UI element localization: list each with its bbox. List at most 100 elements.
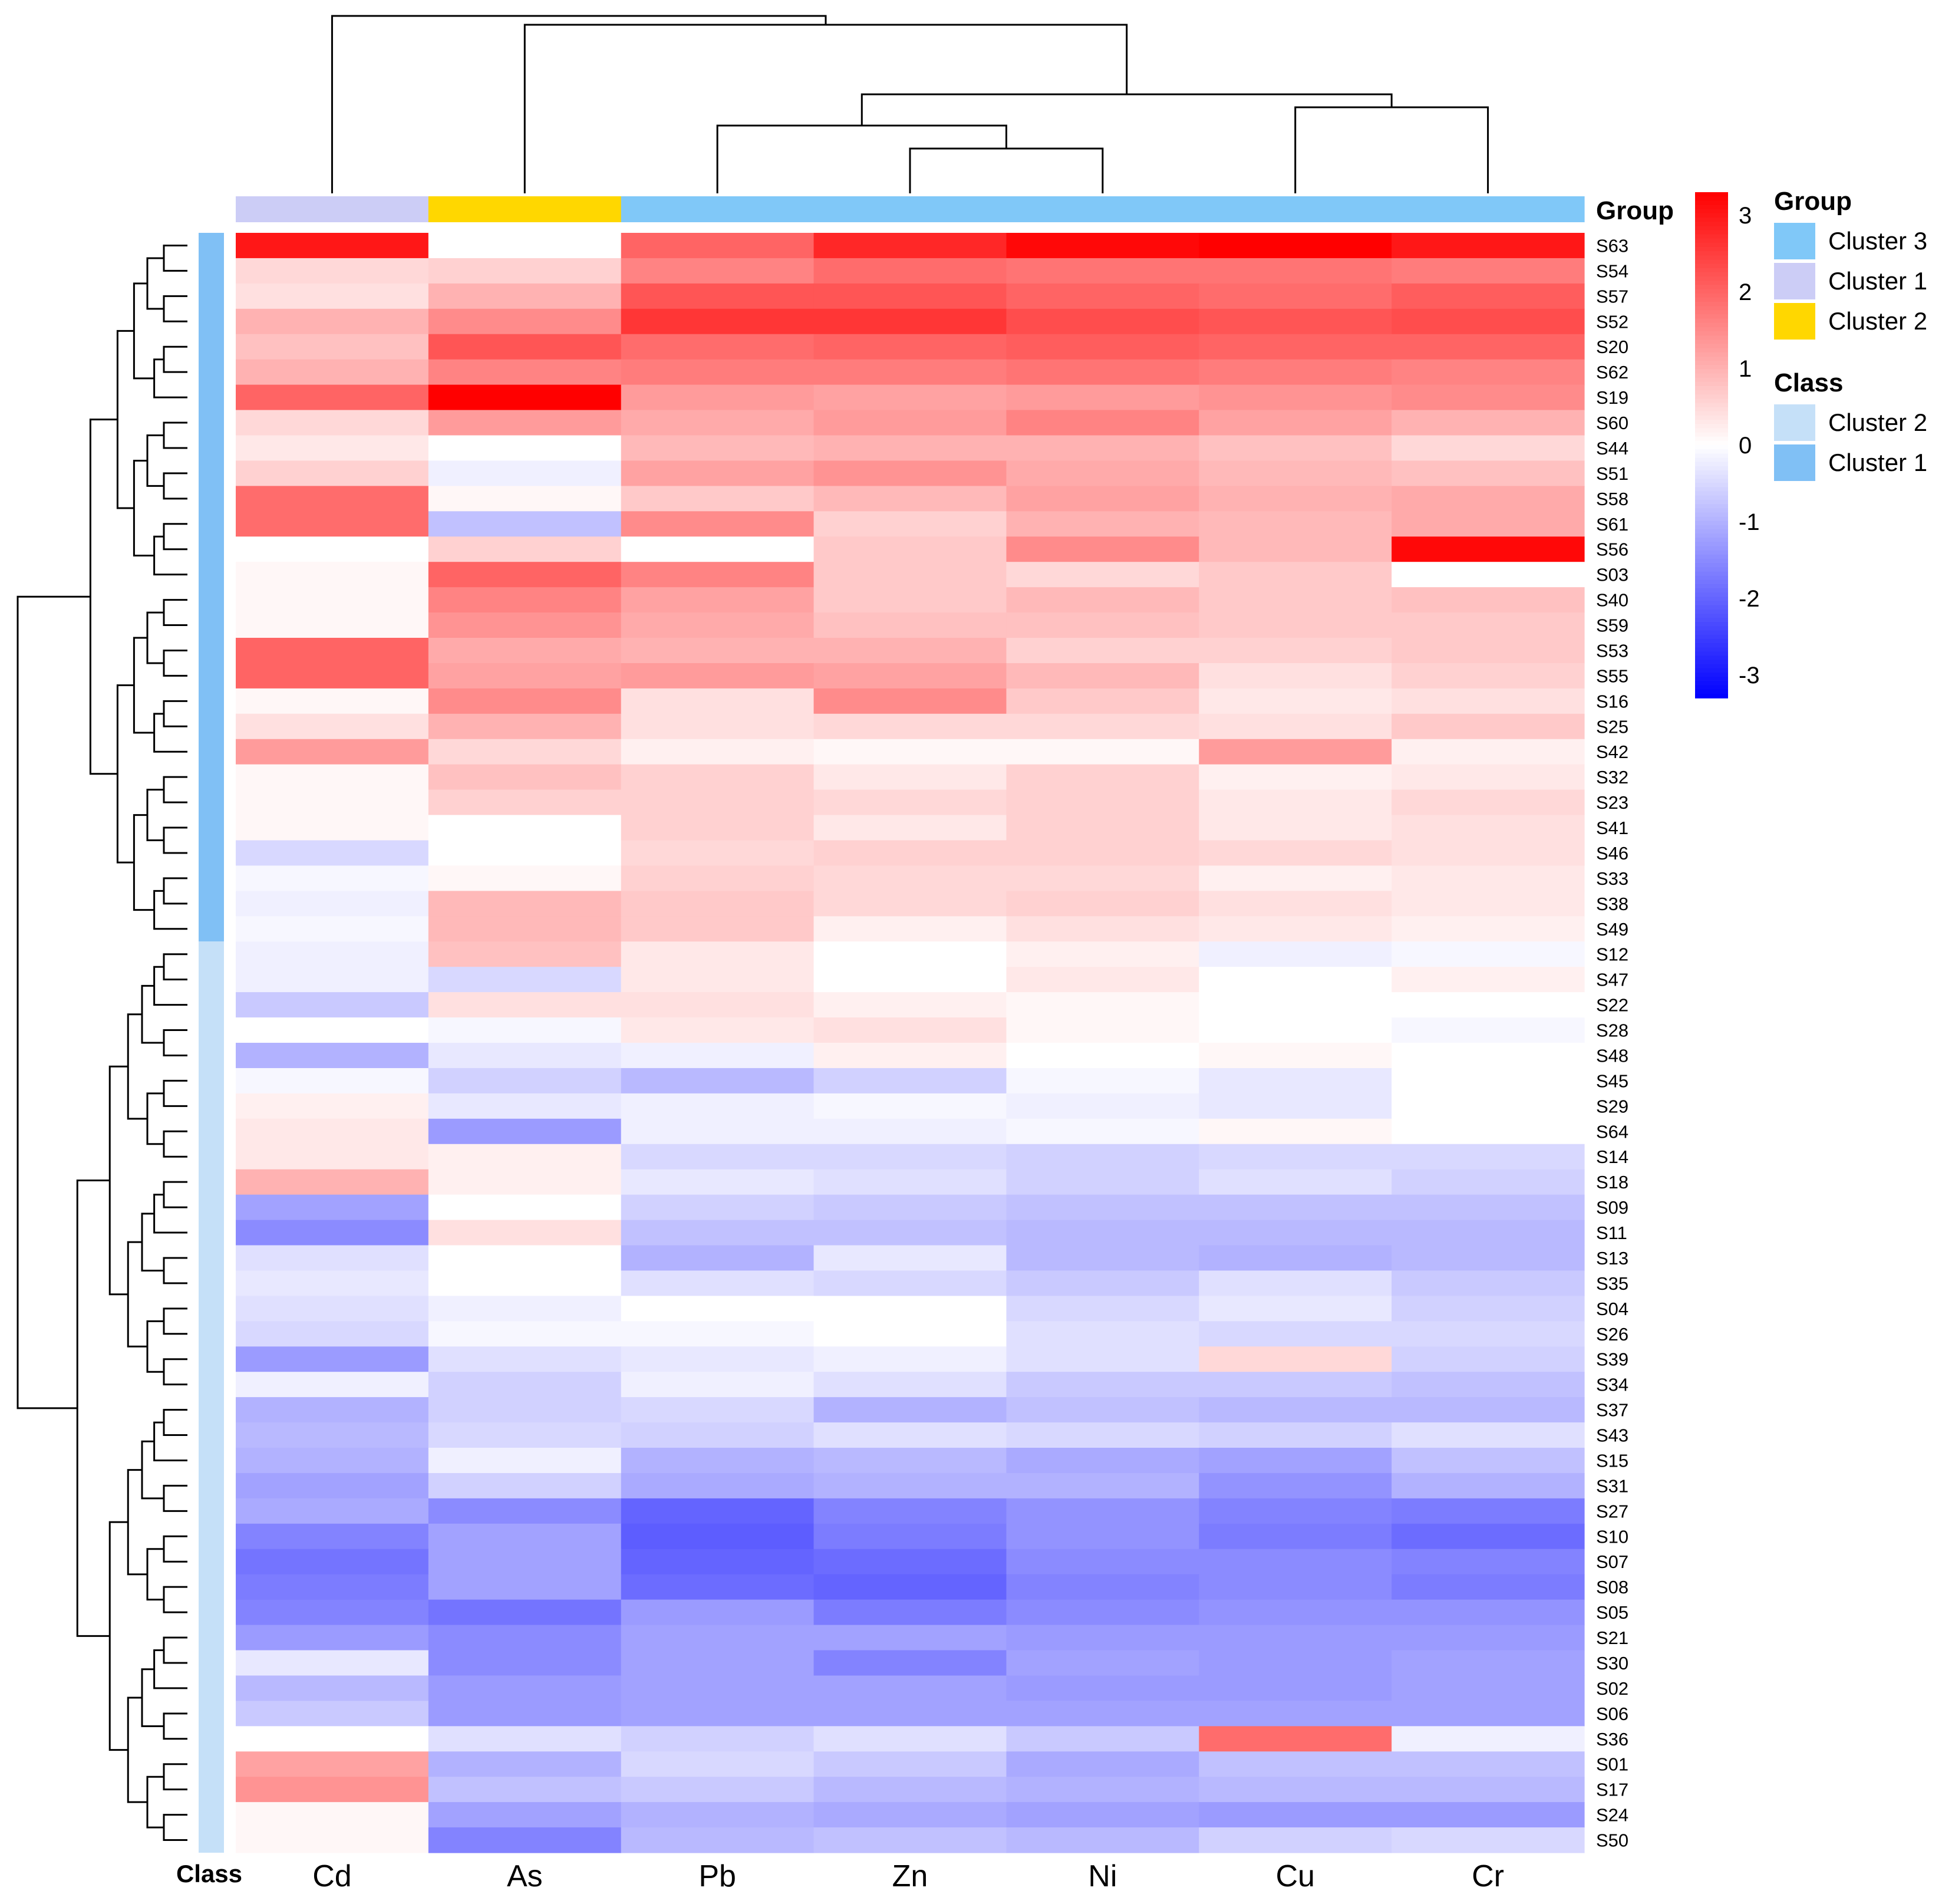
dendrogram-branch: [163, 599, 187, 627]
heatmap-cell: [1392, 865, 1585, 891]
heatmap-cell: [1199, 638, 1392, 664]
heatmap-cell: [428, 486, 622, 512]
colorbar-step: [1695, 373, 1728, 378]
heatmap-cell: [621, 916, 815, 942]
colorbar: 3 2 1 0 -1 -2 -3: [1695, 192, 1760, 699]
heatmap-cell: [813, 1827, 1007, 1853]
heatmap-cell: [236, 663, 429, 689]
class-annotation-bar: [199, 233, 224, 1853]
row-tick-label: S38: [1596, 894, 1628, 914]
heatmap-cell: [621, 258, 815, 284]
heatmap-cell: [1006, 1397, 1199, 1423]
heatmap-cell: [1006, 587, 1199, 613]
heatmap-cell: [621, 435, 815, 462]
colorbar-step: [1695, 542, 1728, 547]
heatmap-cell: [621, 1650, 815, 1676]
row-tick-label: S06: [1596, 1704, 1628, 1724]
colorbar-step: [1695, 424, 1728, 429]
heatmap-cell: [1006, 1245, 1199, 1271]
colorbar-tick-label: -3: [1739, 663, 1760, 689]
colorbar-step: [1695, 436, 1728, 442]
heatmap-cell: [1392, 536, 1585, 562]
heatmap-cell: [428, 1321, 622, 1347]
heatmap-cell: [1392, 1068, 1585, 1094]
heatmap-cell: [813, 1321, 1007, 1347]
heatmap-cell: [1006, 1017, 1199, 1043]
legend-group-title: Group: [1774, 187, 1852, 216]
heatmap-cell: [1199, 1523, 1392, 1550]
heatmap-cell: [813, 587, 1007, 613]
colorbar-step: [1695, 453, 1728, 459]
heatmap-cell: [621, 1017, 815, 1043]
heatmap-cell: [1199, 1321, 1392, 1347]
group-annotation-cell: [1392, 196, 1585, 222]
heatmap-cell: [1392, 334, 1585, 360]
heatmap-cell: [236, 308, 429, 335]
heatmap-cell: [1006, 1726, 1199, 1752]
heatmap-cell: [236, 410, 429, 436]
heatmap-cell: [428, 992, 622, 1018]
colorbar-step: [1695, 660, 1728, 665]
heatmap-cell: [1006, 789, 1199, 816]
heatmap-cell: [813, 1675, 1007, 1701]
heatmap-cell: [1006, 258, 1199, 284]
heatmap-cell: [1199, 941, 1392, 967]
heatmap-cell: [1199, 562, 1392, 588]
heatmap-cell: [1199, 511, 1392, 537]
heatmap-cell: [1392, 410, 1585, 436]
heatmap-cell: [813, 1144, 1007, 1170]
heatmap-cell: [428, 815, 622, 841]
colorbar-step: [1695, 285, 1728, 290]
heatmap-cell: [1392, 916, 1585, 942]
heatmap-cell: [236, 1043, 429, 1069]
colorbar-tick-label: 1: [1739, 356, 1752, 382]
heatmap-cell: [621, 1194, 815, 1221]
heatmap-cell: [1199, 334, 1392, 360]
dendrogram-branch: [127, 1241, 147, 1348]
heatmap-cell: [1199, 384, 1392, 411]
colorbar-step: [1695, 432, 1728, 437]
heatmap-cell: [621, 1599, 815, 1626]
heatmap-cell: [813, 1372, 1007, 1398]
dendrogram-branch: [133, 282, 154, 380]
dendrogram-branch: [163, 700, 187, 727]
heatmap-cell: [1006, 562, 1199, 588]
dendrogram-branch: [163, 1079, 187, 1107]
heatmap-cell: [621, 1777, 815, 1803]
heatmap-cell: [1199, 865, 1392, 891]
colorbar-step: [1695, 605, 1728, 610]
class-annotation-title: Class: [176, 1860, 242, 1887]
heatmap-cell: [1006, 1473, 1199, 1499]
heatmap-cell: [621, 1397, 815, 1423]
dendrogram-branch: [146, 434, 164, 487]
heatmap-cell: [1006, 1194, 1199, 1221]
heatmap-cell: [813, 562, 1007, 588]
legend-label: Cluster 2: [1828, 409, 1927, 436]
heatmap-cell: [1006, 1650, 1199, 1676]
heatmap-cell: [813, 1599, 1007, 1626]
heatmap-cell: [813, 1422, 1007, 1448]
row-tick-label: S04: [1596, 1299, 1628, 1319]
colorbar-step: [1695, 226, 1728, 231]
heatmap-cell: [813, 1245, 1007, 1271]
dendrogram-branch: [76, 1179, 110, 1637]
heatmap-cell: [813, 460, 1007, 486]
heatmap-cell: [428, 891, 622, 917]
heatmap-cell: [1199, 1422, 1392, 1448]
class-annotation-segment: [199, 941, 224, 1853]
heatmap-cell: [1199, 1068, 1392, 1094]
row-tick-label: S62: [1596, 362, 1628, 383]
heatmap-cell: [236, 1701, 429, 1727]
heatmap-cell: [1392, 1701, 1585, 1727]
heatmap-cell: [621, 562, 815, 588]
colorbar-step: [1695, 230, 1728, 235]
heatmap-cell: [1199, 1017, 1392, 1043]
heatmap-cell: [1199, 1194, 1392, 1221]
heatmap-cell: [236, 840, 429, 867]
colorbar-step: [1695, 344, 1728, 349]
heatmap-cell: [1199, 1118, 1392, 1145]
heatmap-cell: [813, 1093, 1007, 1119]
heatmap-cell: [428, 384, 622, 411]
heatmap-cell: [428, 713, 622, 740]
